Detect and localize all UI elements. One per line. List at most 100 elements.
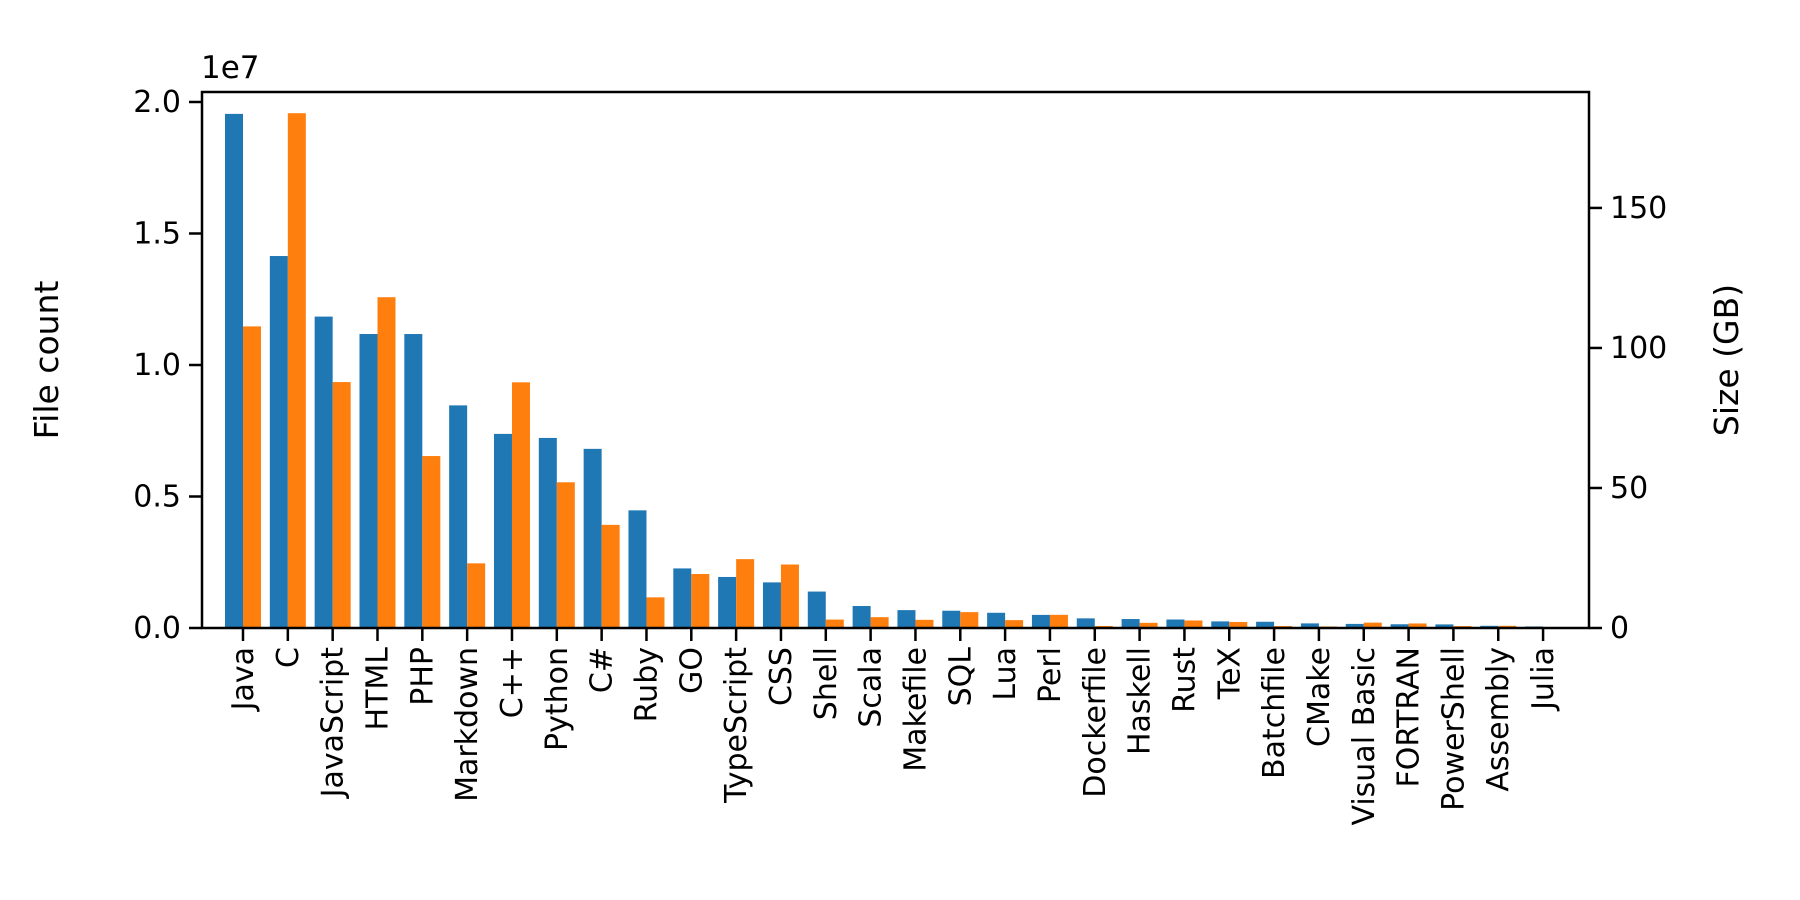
bar-size-gb — [780, 564, 799, 628]
x-tick-label: Markdown — [450, 647, 485, 802]
bar-size-gb — [870, 617, 889, 628]
bar-size-gb — [511, 382, 530, 628]
x-tick-label: PHP — [405, 647, 440, 706]
bar-file-count — [1300, 623, 1319, 628]
bar-file-count — [1211, 621, 1230, 628]
x-tick-label: Makefile — [898, 647, 933, 772]
bar-size-gb — [736, 559, 755, 628]
left-axis-label: File count — [27, 281, 66, 440]
bar-file-count — [1345, 623, 1364, 628]
bar-file-count — [583, 448, 602, 628]
x-tick-label: TeX — [1212, 647, 1247, 700]
x-tick-label: JavaScript — [316, 647, 351, 800]
bar-file-count — [449, 405, 468, 628]
x-tick-label: C — [271, 647, 306, 668]
x-tick-label: C# — [585, 647, 620, 693]
x-tick-label: Assembly — [1481, 647, 1516, 792]
bar-file-count — [942, 610, 961, 628]
bar-file-count — [493, 433, 512, 628]
left-y-tick-label: 0.0 — [133, 611, 181, 646]
bar-file-count — [314, 316, 333, 628]
bar-file-count — [538, 437, 557, 628]
x-tick-label: TypeScript — [719, 647, 754, 804]
ticks-layer: Java C JavaScript HTML PHP Markdown C++ Python C… — [133, 85, 1667, 826]
bar-size-gb — [287, 113, 306, 629]
x-tick-label: Ruby — [629, 647, 664, 722]
x-tick-label: HTML — [360, 647, 395, 731]
x-tick-label: Rust — [1167, 647, 1202, 713]
bar-file-count — [1166, 619, 1185, 628]
bar-size-gb — [825, 619, 844, 628]
x-tick-label: Julia — [1526, 647, 1561, 712]
right-y-tick-label: 150 — [1610, 191, 1667, 226]
bar-size-gb — [646, 597, 665, 628]
bar-file-count — [987, 612, 1006, 628]
bar-file-count — [269, 256, 288, 628]
bar-size-gb — [691, 574, 710, 628]
plot-border — [200, 90, 1591, 630]
bar-size-gb — [1005, 620, 1024, 628]
right-y-tick-label: 0 — [1610, 611, 1629, 646]
x-tick-label: Scala — [854, 647, 889, 728]
x-tick-label: PowerShell — [1436, 647, 1471, 811]
x-tick-label: Java — [226, 647, 261, 712]
bar-size-gb — [332, 382, 351, 628]
right-y-tick-label: 100 — [1610, 331, 1667, 366]
bar-file-count — [762, 582, 781, 628]
x-tick-label: Visual Basic — [1347, 647, 1382, 826]
bar-file-count — [1435, 624, 1454, 628]
bar-file-count — [852, 606, 871, 628]
right-y-tick-label: 50 — [1610, 471, 1648, 506]
left-y-tick-label: 0.5 — [133, 479, 181, 514]
x-tick-label: Python — [540, 647, 575, 751]
bar-size-gb — [1229, 621, 1248, 628]
bar-file-count — [1076, 618, 1095, 628]
bar-size-gb — [915, 619, 934, 628]
bar-file-count — [807, 591, 826, 628]
x-tick-label: FORTRAN — [1392, 647, 1427, 787]
bar-file-count — [897, 610, 916, 628]
bar-file-count — [1031, 614, 1050, 628]
bar-size-gb — [1049, 614, 1068, 628]
bar-size-gb — [1363, 622, 1382, 628]
x-tick-label: Batchfile — [1257, 647, 1292, 779]
x-tick-label: GO — [674, 647, 709, 694]
bar-file-count — [673, 568, 692, 628]
x-tick-label: Lua — [988, 647, 1023, 701]
bar-file-count — [628, 510, 647, 628]
bar-size-gb — [243, 326, 261, 628]
bar-size-gb — [1139, 622, 1158, 628]
x-tick-label: CSS — [764, 647, 799, 706]
x-tick-label: SQL — [943, 647, 978, 707]
bar-file-count — [359, 334, 378, 628]
bar-file-count — [404, 334, 423, 628]
bar-size-gb — [1184, 620, 1203, 628]
bar-size-gb — [556, 482, 575, 628]
left-y-tick-label: 2.0 — [133, 85, 181, 120]
axes-spines — [200, 90, 1591, 630]
bar-size-gb — [467, 563, 486, 628]
x-tick-label: Dockerfile — [1078, 647, 1113, 798]
bar-size-gb — [1408, 623, 1427, 628]
bar-file-count — [718, 576, 737, 628]
bars-layer — [225, 113, 1562, 629]
left-y-tick-label: 1.5 — [133, 216, 181, 251]
left-y-tick-label: 1.0 — [133, 348, 181, 383]
x-tick-label: Haskell — [1123, 647, 1158, 755]
x-tick-label: Shell — [809, 647, 844, 720]
x-tick-label: C++ — [495, 647, 530, 718]
bar-file-count — [1121, 619, 1140, 628]
left-axis-offset-text: 1e7 — [201, 50, 260, 86]
x-tick-label: CMake — [1302, 647, 1337, 747]
bar-file-count — [1256, 621, 1275, 628]
bar-file-count — [225, 113, 243, 629]
bar-size-gb — [377, 297, 396, 628]
right-axis-label: Size (GB) — [1707, 284, 1746, 436]
bar-size-gb — [960, 612, 979, 628]
bar-size-gb — [422, 456, 441, 628]
bar-size-gb — [601, 524, 620, 628]
x-tick-label: Perl — [1033, 647, 1068, 703]
bar-file-count — [1390, 624, 1409, 628]
